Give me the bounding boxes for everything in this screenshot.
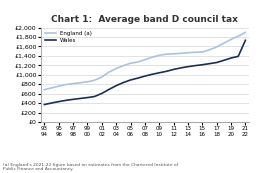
Wales <box>208 63 211 65</box>
England (a) <box>208 49 211 51</box>
Wales <box>79 97 82 99</box>
England (a) <box>215 46 218 48</box>
England (a) <box>72 83 75 85</box>
Wales <box>93 95 96 98</box>
England (a) <box>237 35 240 37</box>
England (a) <box>100 76 103 78</box>
Wales <box>122 81 125 84</box>
England (a) <box>64 83 68 85</box>
Wales <box>86 97 89 99</box>
Wales <box>150 73 154 75</box>
England (a) <box>136 61 139 63</box>
Wales <box>215 61 218 63</box>
England (a) <box>201 51 204 53</box>
England (a) <box>194 51 197 53</box>
Wales <box>229 57 233 59</box>
England (a) <box>43 89 46 91</box>
Wales <box>100 92 103 94</box>
Text: (a) England's 2021-22 figure based on estimates from the Chartered Institute of
: (a) England's 2021-22 figure based on es… <box>3 163 178 171</box>
England (a) <box>179 52 182 54</box>
Line: Wales: Wales <box>44 40 246 104</box>
Wales <box>201 64 204 66</box>
England (a) <box>122 65 125 67</box>
Legend: England (a), Wales: England (a), Wales <box>44 30 93 44</box>
Wales <box>50 102 53 104</box>
England (a) <box>222 42 225 44</box>
England (a) <box>172 53 175 55</box>
England (a) <box>107 71 111 73</box>
England (a) <box>229 38 233 40</box>
England (a) <box>129 62 132 64</box>
England (a) <box>50 87 53 89</box>
Wales <box>237 55 240 57</box>
England (a) <box>57 85 60 87</box>
England (a) <box>186 52 190 54</box>
Wales <box>72 98 75 100</box>
England (a) <box>86 81 89 83</box>
England (a) <box>93 79 96 81</box>
England (a) <box>79 82 82 84</box>
Wales <box>194 65 197 67</box>
Line: England (a): England (a) <box>44 32 246 90</box>
England (a) <box>150 56 154 58</box>
England (a) <box>158 54 161 56</box>
Wales <box>172 68 175 70</box>
England (a) <box>115 67 118 70</box>
England (a) <box>165 53 168 55</box>
Wales <box>179 67 182 69</box>
Wales <box>222 59 225 61</box>
Wales <box>165 70 168 72</box>
Wales <box>136 77 139 79</box>
Wales <box>43 103 46 106</box>
England (a) <box>244 31 247 33</box>
Title: Chart 1:  Average band D council tax: Chart 1: Average band D council tax <box>51 15 238 24</box>
Wales <box>143 75 147 77</box>
Wales <box>186 66 190 68</box>
Wales <box>115 85 118 87</box>
Wales <box>129 79 132 81</box>
Wales <box>107 88 111 90</box>
England (a) <box>143 59 147 61</box>
Wales <box>57 101 60 103</box>
Wales <box>244 39 247 41</box>
Wales <box>158 72 161 74</box>
Wales <box>64 99 68 101</box>
